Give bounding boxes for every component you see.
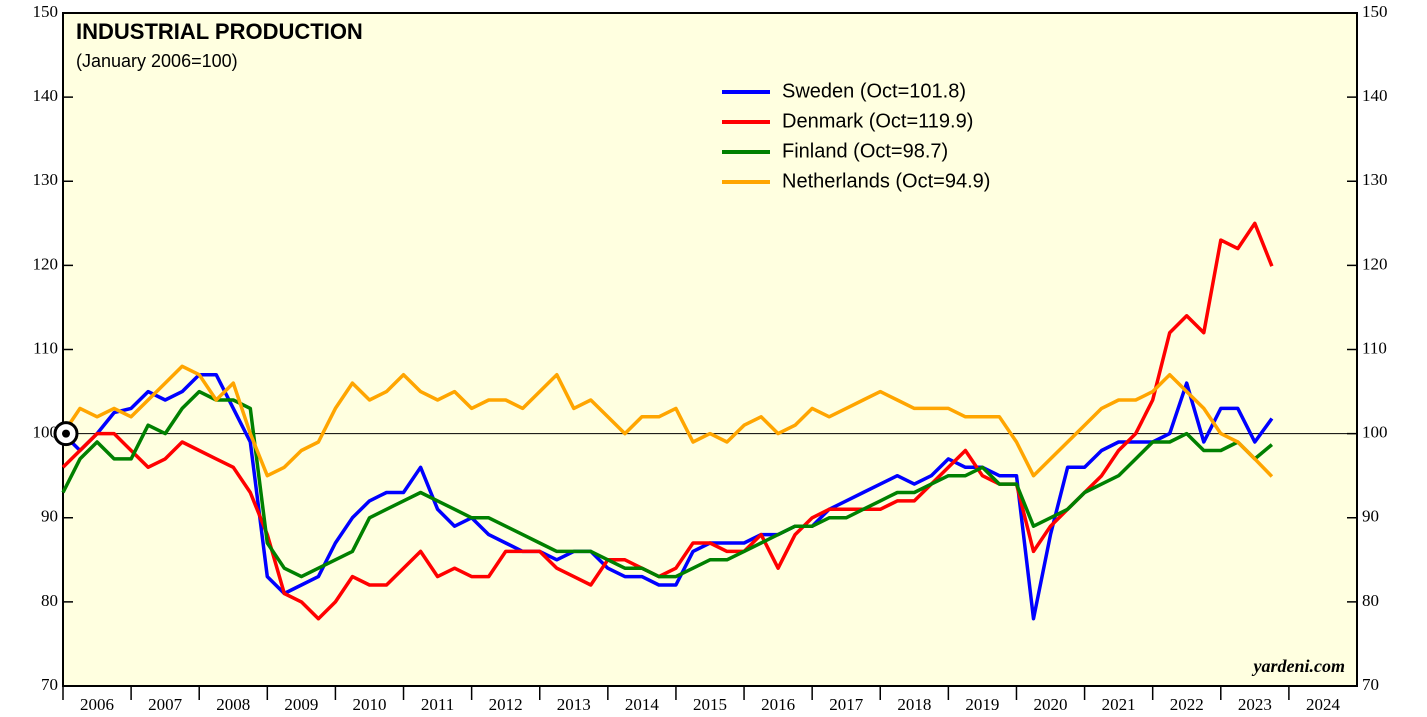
x-tick-label: 2008 [216,695,250,714]
series-line [61,364,1274,478]
plot-area [62,12,1358,687]
x-tick-label: 2016 [761,695,795,714]
y2-tick-label: 150 [1362,2,1388,21]
y-tick-label: 90 [41,507,58,526]
y-tick-label: 150 [33,2,59,21]
y-tick-label: 130 [33,170,59,189]
y2-tick-label: 120 [1362,254,1388,273]
x-tick-label: 2022 [1170,695,1204,714]
y-tick-label: 110 [33,338,58,357]
y2-tick-label: 70 [1362,675,1379,694]
x-tick-label: 2023 [1238,695,1272,714]
x-tick-label: 2006 [80,695,114,714]
x-tick-label: 2014 [625,695,660,714]
x-tick-label: 2009 [284,695,318,714]
x-tick-label: 2013 [557,695,591,714]
y2-tick-label: 110 [1362,338,1387,357]
y2-tick-label: 100 [1362,423,1388,442]
x-tick-label: 2024 [1306,695,1341,714]
annotation: yardeni.com [1252,656,1346,676]
x-tick-label: 2011 [421,695,454,714]
x-tick-label: 2021 [1102,695,1136,714]
series-line [61,389,1274,579]
legend-label: Denmark (Oct=119.9) [782,110,973,132]
x-tick-label: 2018 [897,695,931,714]
legend-label: Sweden (Oct=101.8) [782,80,966,102]
chart-subtitle: (January 2006=100) [76,51,238,71]
y2-tick-label: 140 [1362,86,1388,105]
x-tick-label: 2010 [352,695,386,714]
series-line [61,372,1274,621]
x-tick-label: 2019 [965,695,999,714]
y-tick-label: 100 [33,423,59,442]
x-tick-label: 2015 [693,695,727,714]
y2-tick-label: 130 [1362,170,1388,189]
y-tick-label: 140 [33,86,59,105]
reference-marker-dot [62,429,70,438]
legend-label: Finland (Oct=98.7) [782,140,948,162]
x-tick-label: 2020 [1034,695,1068,714]
x-tick-label: 2017 [829,695,864,714]
chart-title: INDUSTRIAL PRODUCTION [76,19,363,44]
x-tick-label: 2012 [489,695,523,714]
y-tick-label: 70 [41,675,58,694]
y2-tick-label: 90 [1362,507,1379,526]
legend-label: Netherlands (Oct=94.9) [782,170,990,192]
y2-tick-label: 80 [1362,591,1379,610]
x-tick-label: 2007 [148,695,183,714]
y-tick-label: 80 [41,591,58,610]
y-tick-label: 120 [33,254,59,273]
